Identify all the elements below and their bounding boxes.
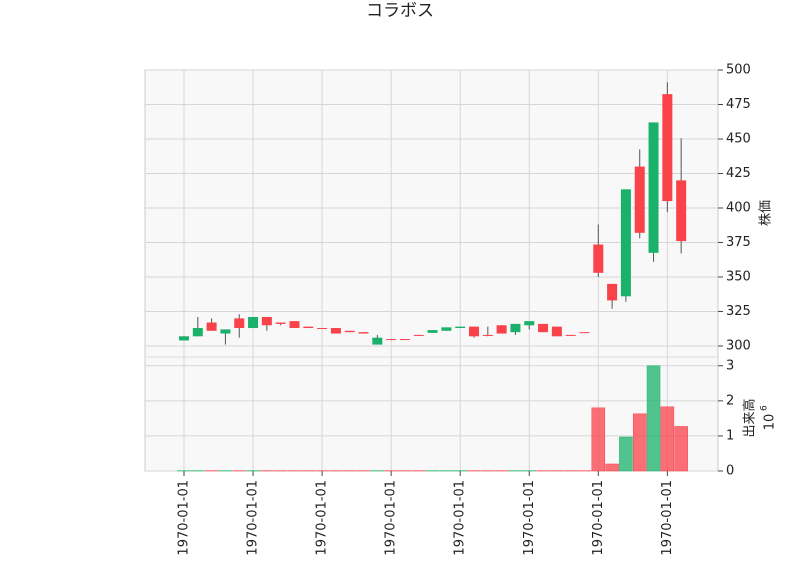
volume-bar [606, 464, 619, 471]
y-tick-label: 350 [726, 269, 751, 284]
candle-body [483, 335, 493, 336]
x-tick-label: 1970-01-01 [591, 480, 606, 556]
volume-bar [633, 414, 646, 471]
candle-body [676, 180, 686, 241]
y-tick-label: 2 [726, 393, 734, 408]
candle-body [497, 325, 507, 333]
candle-body [566, 335, 576, 336]
x-tick-label: 1970-01-01 [522, 480, 537, 556]
volume-offset: 10 6 [760, 405, 778, 430]
candle-body [262, 317, 272, 325]
candle-body [179, 336, 189, 340]
candle-body [234, 318, 244, 328]
candle-body [510, 324, 520, 332]
plot-background [145, 70, 718, 471]
y-tick-label: 450 [726, 131, 751, 146]
candle-body [538, 324, 548, 332]
y-axis-label: 株価 [759, 200, 774, 226]
offset-base: 10 [763, 414, 778, 431]
candle-body [289, 321, 299, 328]
y-tick-label: 425 [726, 166, 751, 181]
y-tick-label: 475 [726, 97, 751, 112]
candle-body [621, 189, 631, 296]
candle-body [441, 327, 451, 330]
candle-body [400, 339, 410, 340]
candle-body [220, 329, 230, 333]
candle-body [372, 338, 382, 345]
candle-body [386, 339, 396, 340]
candle-body [345, 331, 355, 332]
candle-body [552, 327, 562, 337]
y-tick-label: 375 [726, 235, 751, 250]
x-tick-label: 1970-01-01 [660, 480, 675, 556]
volume-axis-label: 出来高 [742, 398, 758, 437]
candle-body [207, 323, 217, 331]
offset-exponent: 6 [760, 405, 770, 411]
y-tick-label: 400 [726, 200, 751, 215]
y-tick-label: 325 [726, 304, 751, 319]
candle-body [593, 245, 603, 273]
candle-body [649, 122, 659, 252]
candle-body [193, 328, 203, 336]
candle-body [248, 317, 258, 328]
volume-bar [675, 426, 688, 471]
x-tick-label: 1970-01-01 [315, 480, 330, 556]
x-tick-label: 1970-01-01 [246, 480, 261, 556]
volume-bar [647, 366, 660, 471]
candle-body [455, 327, 465, 328]
candle-body [428, 330, 438, 333]
y-tick-label: 3 [726, 358, 734, 373]
volume-bar [592, 408, 605, 471]
candle-body [317, 328, 327, 329]
candle-body [579, 332, 589, 333]
chart-title: コラボス [366, 1, 434, 21]
y-tick-label: 1 [726, 428, 734, 443]
candle-body [662, 94, 672, 201]
candle-body [359, 332, 369, 333]
candle-body [635, 167, 645, 233]
y-tick-label: 300 [726, 338, 751, 353]
candle-body [276, 323, 286, 324]
y-tick-label: 500 [726, 63, 751, 78]
x-tick-label: 1970-01-01 [453, 480, 468, 556]
candle-body [331, 328, 341, 334]
x-tick-label: 1970-01-01 [177, 480, 192, 556]
volume-bar [619, 437, 632, 471]
candle-body [524, 321, 534, 325]
candle-body [414, 335, 424, 336]
x-tick-label: 1970-01-01 [384, 480, 399, 556]
candle-body [607, 284, 617, 301]
volume-bar [661, 407, 674, 471]
candle-body [303, 327, 313, 328]
candle-body [469, 327, 479, 337]
y-tick-label: 0 [726, 464, 734, 479]
